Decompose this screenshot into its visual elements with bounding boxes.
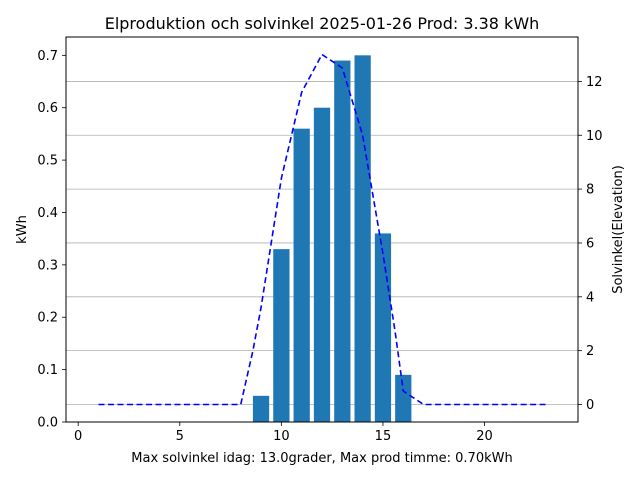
bar (374, 233, 392, 422)
y2-tick-label: 4 (586, 290, 594, 305)
y-axis-left: 0.0 0.1 0.2 0.3 0.4 0.5 0.6 0.7 (37, 49, 66, 431)
y-axis-title: kWh (15, 215, 30, 244)
x-tick-label: 0 (74, 429, 82, 444)
y-tick-label: 0.7 (37, 49, 58, 64)
y2-tick-label: 2 (586, 344, 594, 359)
elevation-line-layer (98, 53, 546, 406)
x-tick-label: 20 (476, 429, 493, 444)
y-tick-label: 0.4 (37, 206, 58, 221)
bar (354, 55, 371, 422)
x-tick-label: 10 (273, 429, 290, 444)
bars (252, 55, 412, 422)
y-axis-right: 0 2 4 6 8 10 12 (578, 75, 603, 413)
y2-tick-label: 6 (586, 236, 594, 251)
bar (395, 374, 412, 422)
y2-tick-label: 8 (586, 183, 594, 198)
y-tick-label: 0.6 (37, 101, 58, 116)
x-tick-label: 15 (375, 429, 392, 444)
bar (252, 395, 270, 422)
y-tick-label: 0.2 (37, 311, 58, 326)
y2-tick-label: 0 (586, 398, 594, 413)
bar (273, 249, 290, 422)
bar (313, 107, 331, 422)
y-tick-label: 0.3 (37, 258, 58, 273)
y-tick-label: 0.5 (37, 154, 58, 169)
bar (334, 60, 351, 422)
y2-tick-label: 12 (586, 75, 603, 90)
plot-frame (65, 36, 579, 423)
x-axis: 0 5 10 15 20 (74, 422, 493, 444)
x-tick-label: 5 (176, 429, 184, 444)
x-axis-title: Max solvinkel idag: 13.0grader, Max prod… (131, 451, 512, 466)
y2-tick-label: 10 (586, 129, 603, 144)
elevation-line (98, 53, 546, 406)
y-tick-label: 0.0 (37, 416, 58, 431)
bar (293, 128, 310, 422)
chart-title: Elproduktion och solvinkel 2025-01-26 Pr… (105, 14, 540, 33)
y-tick-label: 0.1 (37, 363, 58, 378)
y2-axis-title: Solvinkel(Elevation) (611, 165, 626, 294)
